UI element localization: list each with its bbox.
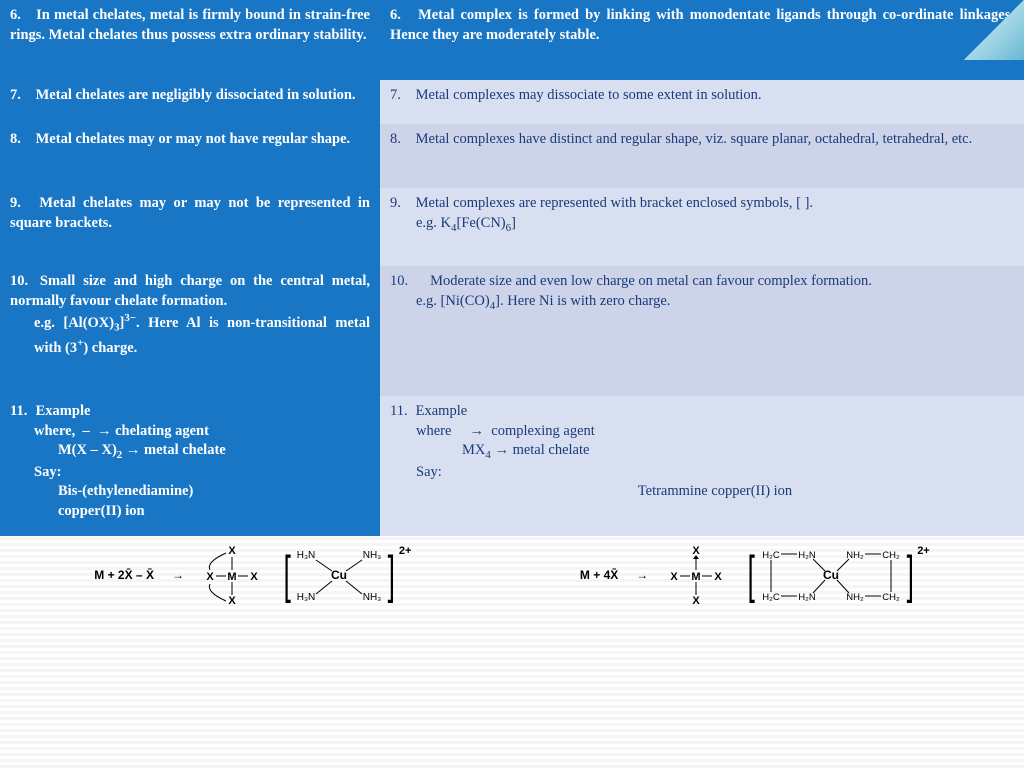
right-cell: 7. Metal complexes may dissociate to som…: [380, 80, 1024, 124]
left-cell: 11. Examplewhere, – → chelating agentM(X…: [0, 396, 380, 536]
svg-text:CH₂: CH₂: [882, 592, 900, 603]
svg-text:NH₃: NH₃: [363, 550, 382, 561]
right-cell: 10. Moderate size and even low charge on…: [380, 266, 1024, 396]
svg-text:X: X: [693, 595, 701, 606]
equation-2: M + 4X̄: [580, 568, 618, 582]
svg-text:X: X: [250, 571, 258, 583]
table-row: 10. Small size and high charge on the ce…: [0, 266, 1024, 396]
svg-text:X: X: [228, 595, 236, 606]
arrow-icon: →: [172, 568, 184, 582]
svg-text:X: X: [715, 571, 723, 583]
svg-text:H₃N: H₃N: [297, 550, 316, 561]
table-row: 7. Metal chelates are negligibly dissoci…: [0, 80, 1024, 124]
svg-text:H₂N: H₂N: [798, 592, 816, 603]
svg-text:M: M: [692, 571, 701, 583]
diagram-right-group: M + 4X̄ → X X X X M [ Cu H₂C H₂N NH₂ CH₂…: [580, 544, 930, 606]
svg-text:X: X: [693, 545, 701, 557]
svg-text:H₂C: H₂C: [762, 550, 780, 561]
svg-text:X: X: [671, 571, 679, 583]
svg-text:Cu: Cu: [823, 568, 839, 582]
comparison-table: 6. In metal chelates, metal is firmly bo…: [0, 0, 1024, 536]
table-row: 6. In metal chelates, metal is firmly bo…: [0, 0, 1024, 80]
svg-text:X: X: [228, 545, 236, 557]
equation-1: M + 2X̄ – X̄: [94, 568, 154, 582]
table-row: 8. Metal chelates may or may not have re…: [0, 124, 1024, 188]
cu-ammine-complex: [ Cu H₃N NH₃ H₃N NH₃ ] 2+: [280, 545, 411, 605]
svg-text:M: M: [227, 571, 236, 583]
chemical-diagrams: M + 2X̄ – X̄ → X X X X M [ Cu H₃N NH₃ H₃…: [0, 536, 1024, 614]
table-row: 11. Examplewhere, – → chelating agentM(X…: [0, 396, 1024, 536]
left-cell: 9. Metal chelates may or may not be repr…: [0, 188, 380, 266]
svg-text:NH₃: NH₃: [363, 592, 382, 603]
svg-text:CH₂: CH₂: [882, 550, 900, 561]
svg-text:X: X: [206, 571, 214, 583]
svg-text:NH₂: NH₂: [846, 592, 864, 603]
complex-structure: X X X X M: [666, 544, 726, 606]
left-cell: 7. Metal chelates are negligibly dissoci…: [0, 80, 380, 124]
arrow-icon: →: [636, 568, 648, 582]
corner-decoration: [964, 0, 1024, 60]
svg-text:H₃N: H₃N: [297, 592, 316, 603]
right-cell: 11. Examplewhere → complexing agentMX4 →…: [380, 396, 1024, 536]
right-cell: 8. Metal complexes have distinct and reg…: [380, 124, 1024, 188]
diagram-left-group: M + 2X̄ – X̄ → X X X X M [ Cu H₃N NH₃ H₃…: [94, 544, 411, 606]
left-cell: 8. Metal chelates may or may not have re…: [0, 124, 380, 188]
chelate-structure: X X X X M: [202, 544, 262, 606]
table-row: 9. Metal chelates may or may not be repr…: [0, 188, 1024, 266]
cu-ethylenediamine-complex: [ Cu H₂C H₂N NH₂ CH₂ H₂C H₂N NH₂ CH₂: [744, 545, 929, 605]
left-cell: 10. Small size and high charge on the ce…: [0, 266, 380, 396]
svg-text:Cu: Cu: [331, 568, 347, 582]
left-cell: 6. In metal chelates, metal is firmly bo…: [0, 0, 380, 80]
right-cell: 6. Metal complex is formed by linking wi…: [380, 0, 1024, 80]
right-cell: 9. Metal complexes are represented with …: [380, 188, 1024, 266]
svg-text:H₂C: H₂C: [762, 592, 780, 603]
